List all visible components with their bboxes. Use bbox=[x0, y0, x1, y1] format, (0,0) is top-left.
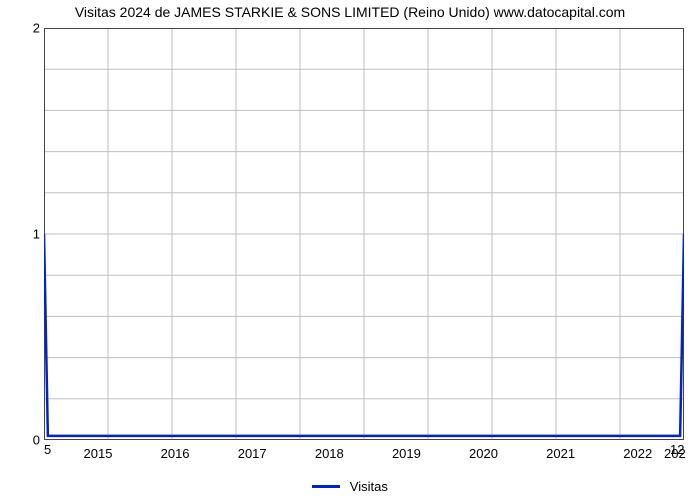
x-tick-label: 2019 bbox=[392, 446, 421, 461]
legend-swatch bbox=[312, 485, 340, 488]
x-tick-label: 2018 bbox=[315, 446, 344, 461]
x-tick-label: 2015 bbox=[84, 446, 113, 461]
x-tick-label: 2017 bbox=[238, 446, 267, 461]
legend-label: Visitas bbox=[350, 479, 388, 494]
boundary-label-left: 5 bbox=[44, 442, 51, 457]
chart-title: Visitas 2024 de JAMES STARKIE & SONS LIM… bbox=[0, 4, 700, 20]
y-tick-label: 2 bbox=[0, 21, 40, 36]
x-tick-label: 2022 bbox=[623, 446, 652, 461]
x-tick-label: 2016 bbox=[161, 446, 190, 461]
x-tick-label: 2020 bbox=[469, 446, 498, 461]
chart-legend: Visitas bbox=[0, 478, 700, 494]
y-tick-label: 0 bbox=[0, 433, 40, 448]
boundary-label-year-cut: 202 bbox=[664, 446, 686, 461]
x-tick-label: 2021 bbox=[546, 446, 575, 461]
y-tick-label: 1 bbox=[0, 227, 40, 242]
plot-area bbox=[44, 28, 684, 440]
visits-chart: Visitas 2024 de JAMES STARKIE & SONS LIM… bbox=[0, 0, 700, 500]
